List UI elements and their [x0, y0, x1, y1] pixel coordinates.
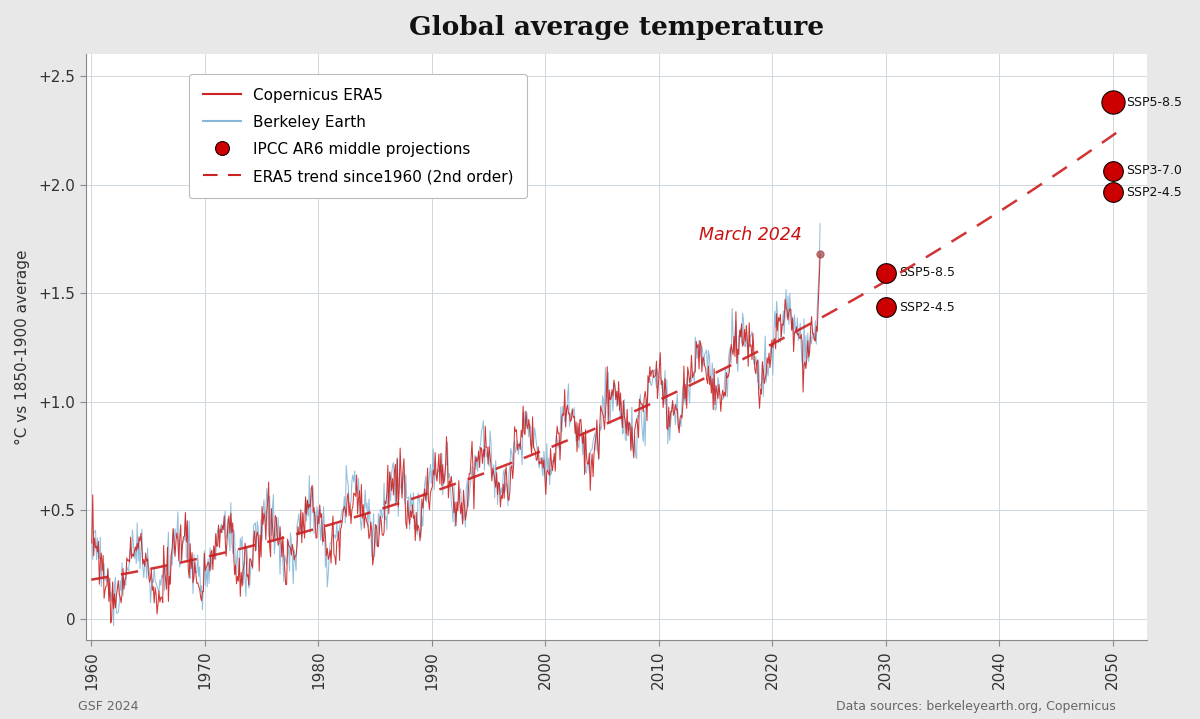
Text: SSP5-8.5: SSP5-8.5 [1127, 96, 1182, 109]
Text: SSP2-4.5: SSP2-4.5 [900, 301, 955, 313]
Y-axis label: °C vs 1850-1900 average: °C vs 1850-1900 average [14, 249, 30, 445]
Text: March 2024: March 2024 [698, 226, 802, 244]
Point [1103, 96, 1122, 108]
Text: SSP5-8.5: SSP5-8.5 [900, 266, 955, 279]
Point [876, 301, 895, 313]
Point [810, 248, 829, 260]
Point [1103, 165, 1122, 176]
Text: SSP3-7.0: SSP3-7.0 [1127, 164, 1182, 177]
Title: Global average temperature: Global average temperature [409, 15, 824, 40]
Text: GSF 2024: GSF 2024 [78, 700, 138, 713]
Point [876, 267, 895, 278]
Point [1103, 186, 1122, 198]
Legend: Copernicus ERA5, Berkeley Earth, IPCC AR6 middle projections, ERA5 trend since19: Copernicus ERA5, Berkeley Earth, IPCC AR… [188, 74, 527, 198]
Text: SSP2-4.5: SSP2-4.5 [1127, 186, 1182, 198]
Text: Data sources: berkeleyearth.org, Copernicus: Data sources: berkeleyearth.org, Coperni… [836, 700, 1116, 713]
